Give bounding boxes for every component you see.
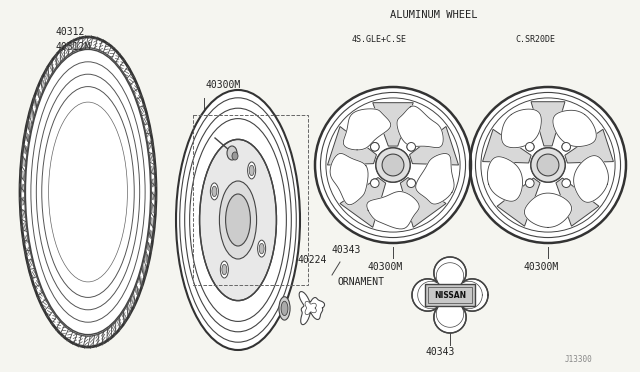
Text: NISSAN: NISSAN	[434, 291, 466, 299]
Ellipse shape	[371, 142, 379, 151]
Ellipse shape	[407, 142, 415, 151]
Polygon shape	[502, 109, 541, 148]
Ellipse shape	[200, 140, 276, 301]
Polygon shape	[340, 177, 386, 227]
Polygon shape	[531, 102, 565, 146]
Polygon shape	[343, 109, 391, 150]
Ellipse shape	[315, 87, 471, 243]
Ellipse shape	[382, 154, 404, 176]
Text: 40312M: 40312M	[55, 42, 90, 52]
Text: 40311: 40311	[210, 104, 239, 114]
Ellipse shape	[376, 148, 410, 182]
Text: 40300M: 40300M	[368, 262, 403, 272]
Text: 40300M: 40300M	[523, 262, 558, 272]
Ellipse shape	[279, 297, 290, 320]
Ellipse shape	[249, 165, 254, 176]
Ellipse shape	[407, 179, 415, 187]
Ellipse shape	[525, 179, 534, 187]
Text: 40343: 40343	[332, 245, 362, 255]
Ellipse shape	[371, 179, 379, 187]
Ellipse shape	[407, 179, 415, 187]
Ellipse shape	[371, 179, 379, 187]
Text: 40312: 40312	[55, 27, 84, 37]
Bar	[193, 115, 308, 285]
Ellipse shape	[232, 152, 238, 160]
Ellipse shape	[531, 148, 565, 182]
Polygon shape	[412, 257, 488, 333]
Ellipse shape	[248, 162, 255, 179]
Ellipse shape	[26, 49, 150, 334]
Ellipse shape	[220, 181, 257, 259]
Ellipse shape	[470, 87, 626, 243]
Polygon shape	[497, 178, 540, 226]
Text: ALUMINUM WHEEL: ALUMINUM WHEEL	[390, 10, 477, 20]
Text: 40300M: 40300M	[205, 80, 240, 90]
Ellipse shape	[281, 301, 288, 315]
Polygon shape	[328, 126, 376, 165]
Ellipse shape	[212, 186, 217, 196]
Polygon shape	[483, 129, 531, 163]
Ellipse shape	[227, 146, 237, 160]
Ellipse shape	[537, 154, 559, 176]
Ellipse shape	[371, 142, 379, 151]
Ellipse shape	[525, 142, 534, 151]
FancyBboxPatch shape	[425, 284, 475, 306]
Ellipse shape	[220, 261, 228, 278]
Text: 40343: 40343	[425, 347, 454, 357]
Polygon shape	[553, 110, 596, 147]
Text: ORNAMENT: ORNAMENT	[338, 277, 385, 287]
Ellipse shape	[562, 179, 570, 187]
Polygon shape	[524, 193, 572, 227]
Ellipse shape	[257, 240, 266, 257]
Polygon shape	[573, 155, 609, 202]
Polygon shape	[299, 292, 324, 325]
Ellipse shape	[537, 154, 559, 176]
Text: J13300: J13300	[565, 355, 593, 364]
Ellipse shape	[382, 154, 404, 176]
Ellipse shape	[531, 148, 565, 182]
Ellipse shape	[25, 48, 151, 336]
Ellipse shape	[376, 148, 410, 182]
Polygon shape	[330, 154, 368, 205]
Polygon shape	[410, 126, 458, 165]
Ellipse shape	[562, 142, 570, 151]
Polygon shape	[416, 154, 454, 204]
Ellipse shape	[259, 243, 264, 254]
Text: 4S.GLE+C.SE: 4S.GLE+C.SE	[352, 35, 407, 44]
Text: 40224: 40224	[298, 255, 328, 265]
Polygon shape	[397, 106, 444, 148]
Polygon shape	[372, 103, 413, 146]
Polygon shape	[400, 177, 446, 227]
Ellipse shape	[407, 142, 415, 151]
Ellipse shape	[176, 90, 300, 350]
Ellipse shape	[226, 194, 250, 246]
Polygon shape	[556, 178, 599, 226]
Ellipse shape	[20, 37, 156, 347]
Ellipse shape	[211, 183, 218, 200]
Polygon shape	[565, 129, 613, 163]
Polygon shape	[367, 192, 419, 229]
Ellipse shape	[525, 179, 534, 187]
Text: C.SR20DE: C.SR20DE	[515, 35, 555, 44]
Ellipse shape	[562, 179, 570, 187]
Polygon shape	[488, 157, 522, 201]
Ellipse shape	[222, 264, 227, 275]
Ellipse shape	[562, 142, 570, 151]
Ellipse shape	[525, 142, 534, 151]
